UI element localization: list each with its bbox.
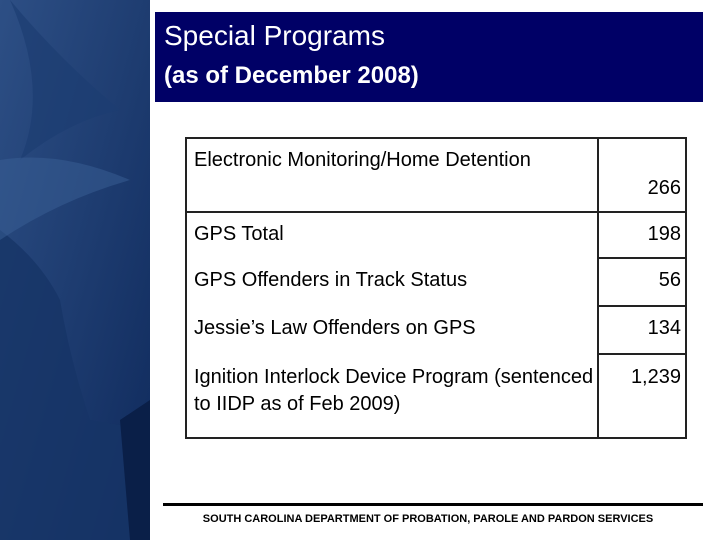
row-line [599, 305, 685, 307]
footer-rule [163, 503, 703, 506]
row-label: Ignition Interlock Device Program (sente… [194, 366, 594, 415]
side-banner [0, 0, 150, 540]
table: Electronic Monitoring/Home Detention 266… [185, 137, 687, 439]
column-divider [597, 139, 599, 437]
subtitle: (as of December 2008) [164, 62, 419, 89]
row-value: 266 [647, 177, 681, 199]
row-value: 1,239 [630, 366, 681, 388]
row-line [187, 211, 685, 213]
row-value: 134 [647, 317, 681, 339]
row-line [599, 353, 685, 355]
footer: SOUTH CAROLINA DEPARTMENT OF PROBATION, … [202, 513, 654, 525]
title: Special Programs [164, 20, 385, 51]
title-box: Special Programs (as of December 2008) [155, 12, 703, 102]
row-value: 198 [647, 223, 681, 245]
row-label: Jessie’s Law Offenders on GPS [194, 317, 476, 339]
row-label: Electronic Monitoring/Home Detention [194, 149, 531, 171]
row-line [599, 257, 685, 259]
row-value: 56 [658, 269, 681, 291]
row-label: GPS Offenders in Track Status [194, 269, 468, 291]
row-label: GPS Total [194, 223, 284, 245]
